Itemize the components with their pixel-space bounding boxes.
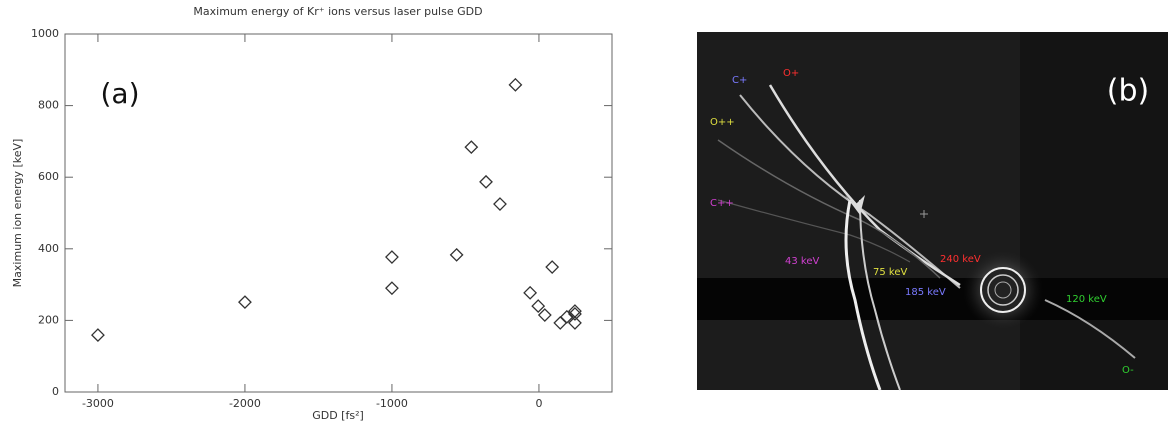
y-tick-label: 800: [38, 99, 59, 112]
point: [568, 315, 582, 330]
annotation: O-: [1122, 365, 1134, 376]
y-tick-label: 600: [38, 170, 59, 183]
trace: [1044, 299, 1136, 359]
panel-label: (b): [1107, 74, 1149, 109]
crosshair: [920, 210, 928, 218]
image-band: [697, 278, 1168, 320]
point: [508, 77, 523, 92]
y-tick-label: 0: [52, 385, 59, 398]
point: [479, 174, 493, 189]
trace: [845, 195, 865, 215]
point: [545, 260, 560, 274]
x-tick-label: 0: [535, 397, 542, 410]
image-panel: (b) C+ O+ O++ C++ 43 keV 75 keV 240 keV …: [697, 32, 1168, 391]
trace: [768, 84, 961, 287]
annotation: C+: [732, 75, 747, 86]
point: [553, 315, 568, 330]
trace: [717, 139, 941, 279]
point: [493, 197, 507, 211]
point: [559, 309, 574, 324]
x-axis-label: GDD [fs²]: [312, 409, 364, 422]
point: [91, 328, 105, 342]
y-axis-label: Maximum ion energy [keV]: [11, 139, 24, 288]
y-tick-label: 400: [38, 242, 59, 255]
trace: [739, 94, 961, 289]
point: [385, 250, 399, 264]
beam-spot-ring: [994, 281, 1012, 299]
annotation: 240 keV: [940, 254, 981, 265]
panel-label: (a): [100, 77, 139, 110]
point: [449, 247, 464, 262]
plot-frame: [64, 33, 613, 393]
annotation: O+: [783, 68, 799, 79]
annotation: O++: [710, 117, 735, 128]
annotation: 185 keV: [905, 287, 946, 298]
annotation: 75 keV: [873, 267, 907, 278]
trace: [844, 199, 882, 391]
x-tick-label: -1000: [376, 397, 408, 410]
chart-title: Maximum energy of Kr⁺ ions versus laser …: [193, 5, 482, 18]
annotation: C++: [710, 198, 734, 209]
chart-a: Maximum energy of Kr⁺ ions versus laser …: [11, 5, 613, 422]
y-tick-label: 1000: [31, 27, 59, 40]
point: [568, 307, 582, 321]
point: [385, 281, 399, 296]
point: [523, 285, 538, 300]
beam-spot-ring: [987, 274, 1019, 306]
point: [537, 308, 552, 322]
trace: [859, 199, 901, 391]
annotation: 43 keV: [785, 256, 819, 267]
point: [238, 295, 252, 310]
point: [464, 140, 479, 155]
y-tick-label: 200: [38, 313, 59, 326]
image-region: [1020, 32, 1168, 390]
point: [531, 299, 546, 313]
annotation: 120 keV: [1066, 294, 1107, 305]
x-tick-label: -3000: [82, 397, 114, 410]
x-tick-label: -2000: [229, 397, 261, 410]
